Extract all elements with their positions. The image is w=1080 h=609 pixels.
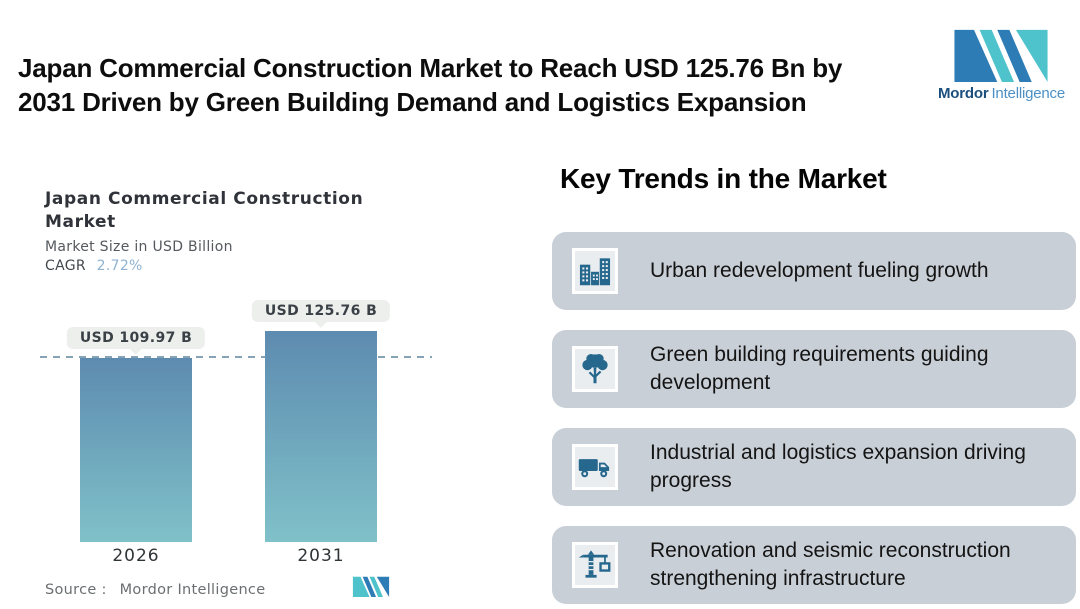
mordor-intelligence-mark-icon — [954, 29, 1048, 82]
mordor-intelligence-mini-mark-icon — [352, 576, 390, 602]
source-label: Source : — [45, 582, 107, 598]
bar-value-pill: USD 125.76 B — [251, 300, 391, 322]
cagr-label: CAGR — [45, 258, 86, 274]
crane-icon — [578, 550, 611, 578]
source-note: Source : Mordor Intelligence — [45, 582, 265, 598]
trend-card: Industrial and logistics expansion drivi… — [552, 428, 1076, 506]
chart-subtitle: Market Size in USD Billion — [45, 239, 233, 255]
icon-tile — [572, 444, 618, 490]
source-value: Mordor Intelligence — [119, 582, 266, 598]
bar-value-pill: USD 109.97 B — [66, 326, 206, 349]
brand-name-bold: Mordor — [938, 85, 989, 102]
trends-heading: Key Trends in the Market — [560, 163, 887, 194]
trend-label: Renovation and seismic reconstruction st… — [650, 539, 1011, 590]
icon-tile — [572, 248, 618, 294]
tree-icon — [582, 353, 608, 384]
trend-cards: Urban redevelopment fueling growth Green… — [552, 232, 1076, 609]
buildings-icon — [579, 258, 611, 286]
trend-label: Green building requirements guiding deve… — [650, 343, 989, 394]
reference-dashed-line — [40, 355, 432, 358]
chart-title-line1: Japan Commercial Construction — [45, 189, 364, 209]
trend-card: Urban redevelopment fueling growth — [552, 232, 1076, 310]
cagr-value: 2.72% — [96, 258, 143, 274]
x-axis-label: 2026 — [112, 546, 160, 566]
icon-tile — [572, 346, 618, 392]
truck-icon — [578, 459, 610, 478]
page-title-line2: 2031 Driven by Green Building Demand and… — [18, 87, 807, 118]
trend-label: Urban redevelopment fueling growth — [650, 259, 989, 282]
x-axis-label: 2031 — [297, 546, 345, 566]
bar-chart: USD 109.97 B USD 125.76 B 2026 2031 — [40, 300, 432, 566]
bar — [80, 357, 192, 542]
brand-logo: Mordor Intelligence — [938, 28, 1065, 102]
trend-card: Renovation and seismic reconstruction st… — [552, 526, 1076, 604]
brand-name: Mordor Intelligence — [938, 85, 1065, 102]
brand-name-light: Intelligence — [991, 85, 1065, 102]
trend-label: Industrial and logistics expansion drivi… — [650, 441, 1026, 492]
trend-card: Green building requirements guiding deve… — [552, 330, 1076, 408]
chart-title-line2: Market — [45, 212, 116, 232]
page-title-line1: Japan Commercial Construction Market to … — [18, 53, 843, 84]
page-title: Japan Commercial Construction Market to … — [18, 51, 928, 119]
chart-title: Japan Commercial Construction Market — [45, 188, 363, 234]
cagr-row: CAGR 2.72% — [45, 258, 363, 274]
icon-tile — [572, 542, 618, 588]
bar — [265, 331, 377, 542]
chart-header: Japan Commercial Construction Market Mar… — [45, 188, 363, 274]
